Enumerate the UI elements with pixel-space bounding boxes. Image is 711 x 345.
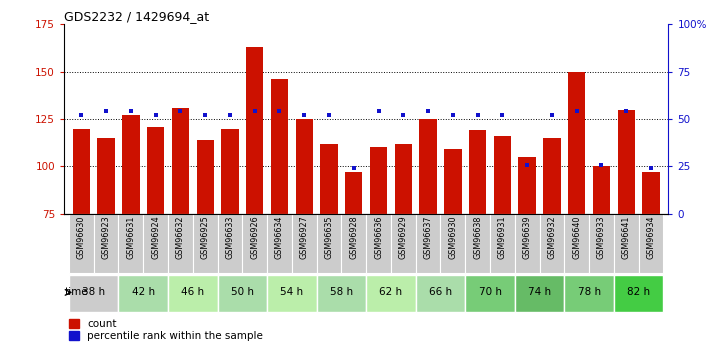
FancyBboxPatch shape (69, 214, 94, 273)
Text: GSM96926: GSM96926 (250, 216, 260, 259)
Text: GSM96640: GSM96640 (572, 216, 581, 259)
Text: GSM96924: GSM96924 (151, 216, 160, 259)
FancyBboxPatch shape (638, 214, 663, 273)
Text: GSM96933: GSM96933 (597, 216, 606, 259)
FancyBboxPatch shape (565, 214, 589, 273)
Text: 66 h: 66 h (429, 287, 452, 297)
FancyBboxPatch shape (316, 275, 366, 312)
Text: time: time (65, 287, 88, 297)
Bar (618, 109, 635, 214)
Text: 82 h: 82 h (627, 287, 650, 297)
FancyBboxPatch shape (341, 214, 366, 273)
FancyBboxPatch shape (565, 275, 614, 312)
Text: GSM96923: GSM96923 (102, 216, 111, 259)
Text: GSM96638: GSM96638 (473, 216, 482, 259)
FancyBboxPatch shape (242, 214, 267, 273)
Text: GDS2232 / 1429694_at: GDS2232 / 1429694_at (64, 10, 209, 23)
Bar (122, 115, 139, 214)
Bar (345, 172, 363, 214)
Text: GSM96641: GSM96641 (621, 216, 631, 259)
Bar (419, 119, 437, 214)
FancyBboxPatch shape (614, 275, 663, 312)
FancyBboxPatch shape (366, 275, 416, 312)
FancyBboxPatch shape (94, 214, 119, 273)
Bar (493, 136, 511, 214)
Text: GSM96634: GSM96634 (275, 216, 284, 259)
Bar (543, 138, 560, 214)
FancyBboxPatch shape (168, 275, 218, 312)
FancyBboxPatch shape (540, 214, 565, 273)
Bar (271, 79, 288, 214)
Text: 78 h: 78 h (577, 287, 601, 297)
Bar (296, 119, 313, 214)
Text: GSM96928: GSM96928 (349, 216, 358, 259)
Text: 70 h: 70 h (479, 287, 501, 297)
Bar (370, 148, 387, 214)
Text: 46 h: 46 h (181, 287, 204, 297)
Bar (97, 138, 114, 214)
Text: 54 h: 54 h (280, 287, 304, 297)
FancyBboxPatch shape (416, 214, 441, 273)
FancyBboxPatch shape (119, 214, 143, 273)
Text: GSM96631: GSM96631 (127, 216, 135, 259)
FancyBboxPatch shape (366, 214, 391, 273)
Text: 42 h: 42 h (132, 287, 155, 297)
Legend: count, percentile rank within the sample: count, percentile rank within the sample (69, 319, 263, 341)
FancyBboxPatch shape (589, 214, 614, 273)
Bar (444, 149, 461, 214)
Text: GSM96925: GSM96925 (201, 216, 210, 259)
Text: 74 h: 74 h (528, 287, 551, 297)
FancyBboxPatch shape (391, 214, 416, 273)
FancyBboxPatch shape (119, 275, 168, 312)
Bar (568, 71, 585, 214)
FancyBboxPatch shape (267, 214, 292, 273)
Text: GSM96637: GSM96637 (424, 216, 432, 259)
FancyBboxPatch shape (292, 214, 316, 273)
FancyBboxPatch shape (218, 214, 242, 273)
Text: GSM96632: GSM96632 (176, 216, 185, 259)
Bar (321, 144, 338, 214)
FancyBboxPatch shape (441, 214, 465, 273)
Text: GSM96930: GSM96930 (449, 216, 457, 259)
FancyBboxPatch shape (490, 214, 515, 273)
FancyBboxPatch shape (515, 275, 565, 312)
Bar (172, 108, 189, 214)
Bar (196, 140, 214, 214)
FancyBboxPatch shape (143, 214, 168, 273)
Text: GSM96934: GSM96934 (646, 216, 656, 259)
FancyBboxPatch shape (193, 214, 218, 273)
Text: GSM96635: GSM96635 (324, 216, 333, 259)
Text: GSM96929: GSM96929 (399, 216, 408, 259)
FancyBboxPatch shape (267, 275, 316, 312)
FancyBboxPatch shape (465, 214, 490, 273)
FancyBboxPatch shape (515, 214, 540, 273)
Bar (395, 144, 412, 214)
Text: GSM96932: GSM96932 (547, 216, 557, 259)
Bar (593, 167, 610, 214)
Text: GSM96630: GSM96630 (77, 216, 86, 259)
Bar (518, 157, 536, 214)
FancyBboxPatch shape (465, 275, 515, 312)
Bar (147, 127, 164, 214)
Text: GSM96636: GSM96636 (374, 216, 383, 259)
FancyBboxPatch shape (168, 214, 193, 273)
Text: GSM96931: GSM96931 (498, 216, 507, 259)
FancyBboxPatch shape (316, 214, 341, 273)
Bar (469, 130, 486, 214)
Text: GSM96633: GSM96633 (225, 216, 235, 259)
Text: 50 h: 50 h (231, 287, 254, 297)
FancyBboxPatch shape (69, 275, 119, 312)
Text: 38 h: 38 h (82, 287, 105, 297)
Text: GSM96927: GSM96927 (300, 216, 309, 259)
Text: 58 h: 58 h (330, 287, 353, 297)
Bar (221, 128, 239, 214)
FancyBboxPatch shape (614, 214, 638, 273)
Text: 62 h: 62 h (380, 287, 402, 297)
FancyBboxPatch shape (218, 275, 267, 312)
Bar (73, 128, 90, 214)
Bar (642, 172, 660, 214)
Bar (246, 47, 263, 214)
Text: GSM96639: GSM96639 (523, 216, 532, 259)
FancyBboxPatch shape (416, 275, 465, 312)
